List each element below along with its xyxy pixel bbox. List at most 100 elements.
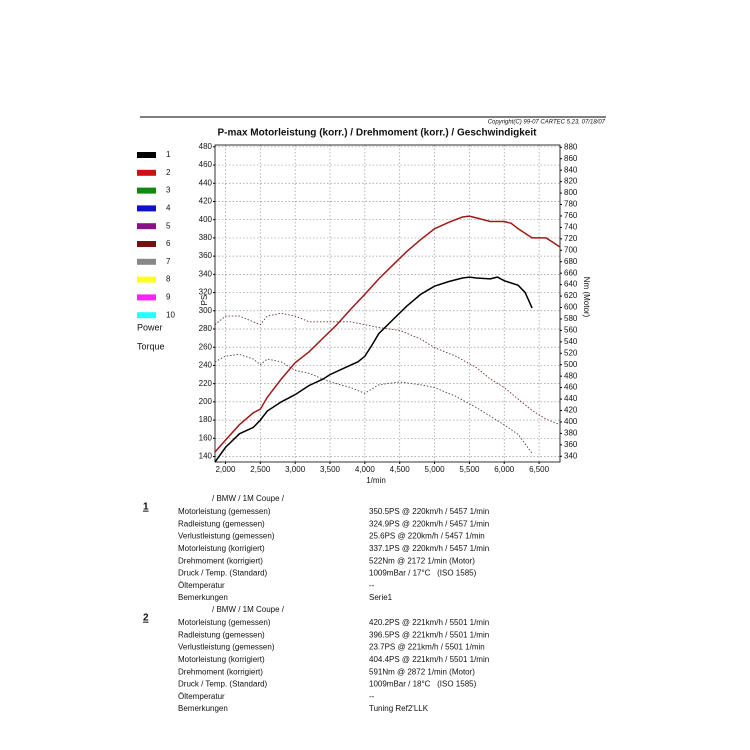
x-axis-label: 1/min: [366, 476, 386, 485]
legend-swatch: [137, 276, 156, 283]
series-line: [214, 312, 561, 426]
legend-label: 2: [166, 168, 171, 177]
y-tick-label: 440: [199, 178, 213, 187]
y2-tick-label: 620: [564, 291, 578, 300]
result-value: --: [369, 692, 375, 701]
y2-tick-label: 580: [564, 314, 578, 323]
x-tick-label: 6,000: [494, 465, 515, 474]
legend-label: 1: [166, 150, 171, 159]
y2-tick-label: 780: [564, 200, 578, 209]
legend-label: 8: [166, 275, 171, 284]
result-heading: / BMW / 1M Coupe /: [212, 494, 285, 503]
result-value: 522Nm @ 2172 1/min (Motor): [369, 556, 475, 565]
x-tick-label: 4,000: [355, 465, 376, 474]
legend-swatch: [137, 152, 156, 158]
result-value: 337.1PS @ 220km/h / 5457 1/min: [369, 544, 489, 553]
y-tick-label: 140: [199, 452, 213, 461]
result-label: Bemerkungen: [178, 593, 228, 602]
legend-style-label: Power: [137, 322, 163, 332]
result-value: --: [369, 581, 375, 590]
y2-tick-label: 600: [564, 303, 578, 312]
y2-tick-label: 800: [564, 188, 578, 197]
y2-tick-label: 860: [564, 154, 578, 163]
y2-tick-label: 360: [564, 440, 578, 449]
legend-swatch: [137, 205, 156, 212]
legend-label: 7: [166, 257, 171, 266]
y2-tick-label: 640: [564, 280, 578, 289]
result-label: Motorleistung (korrigiert): [178, 544, 265, 553]
series-line: [214, 215, 561, 453]
x-tick-label: 2,000: [215, 465, 236, 474]
y2-tick-label: 820: [564, 177, 578, 186]
result-value: 25.6PS @ 220km/h / 5457 1/min: [369, 532, 485, 541]
result-value: 1009mBar / 18°C (ISO 1585): [369, 680, 477, 689]
legend-label: 4: [166, 204, 171, 213]
y2-tick-label: 500: [564, 360, 578, 369]
y-tick-label: 320: [199, 288, 213, 297]
result-value: 591Nm @ 2872 1/min (Motor): [369, 667, 475, 676]
y-tick-label: 220: [199, 379, 213, 388]
legend-style-label: Torque: [137, 341, 165, 351]
legend-swatch: [137, 187, 156, 194]
y2-tick-label: 560: [564, 326, 578, 335]
result-label: Druck / Temp. (Standard): [178, 569, 268, 578]
y-tick-label: 300: [199, 306, 213, 315]
y2-tick-label: 700: [564, 245, 578, 254]
y2-tick-label: 720: [564, 234, 578, 243]
y-tick-label: 380: [199, 233, 213, 242]
result-value: 324.9PS @ 220km/h / 5457 1/min: [369, 519, 489, 528]
x-tick-label: 6,500: [529, 465, 550, 474]
copyright: Copyright(C) 99-07 CARTEC 5.23, 07/18/07: [488, 120, 606, 126]
result-label: Motorleistung (korrigiert): [178, 655, 265, 664]
series-line: [214, 276, 533, 463]
legend-label: 5: [166, 221, 171, 230]
y2-tick-label: 680: [564, 257, 578, 266]
y-tick-label: 200: [199, 397, 213, 406]
result-label: Druck / Temp. (Standard): [178, 680, 268, 689]
y-tick-label: 340: [199, 269, 213, 278]
result-value: 1009mBar / 17°C (ISO 1585): [369, 569, 477, 578]
x-tick-label: 5,000: [425, 465, 446, 474]
y-tick-label: 460: [199, 160, 213, 169]
result-label: Drehmoment (korrigiert): [178, 556, 263, 565]
result-label: Radleistung (gemessen): [178, 630, 265, 639]
y-tick-label: 160: [199, 433, 213, 442]
chart-title: P-max Motorleistung (korr.) / Drehmoment…: [218, 128, 538, 139]
legend-swatch: [137, 241, 156, 247]
x-tick-label: 2,500: [250, 465, 271, 474]
y-axis-label: PS: [200, 295, 209, 306]
result-value: 420.2PS @ 221km/h / 5501 1/min: [369, 618, 489, 627]
legend-swatch: [137, 312, 156, 319]
y2-tick-label: 540: [564, 337, 578, 346]
legend-label: 3: [166, 186, 171, 195]
x-tick-label: 3,000: [285, 465, 306, 474]
result-label: Motorleistung (gemessen): [178, 507, 271, 516]
y-tick-label: 480: [199, 142, 213, 151]
y2-tick-label: 440: [564, 394, 578, 403]
result-value: Serie1: [369, 593, 393, 602]
y2-tick-label: 400: [564, 417, 578, 426]
y2-tick-label: 460: [564, 383, 578, 392]
result-value: 23.7PS @ 221km/h / 5501 1/min: [369, 643, 485, 652]
result-value: 404.4PS @ 221km/h / 5501 1/min: [369, 655, 489, 664]
legend-label: 10: [166, 310, 175, 319]
legend-swatch: [137, 294, 156, 301]
plot-frame: [214, 144, 561, 463]
x-tick-label: 3,500: [320, 465, 341, 474]
series-line: [214, 353, 533, 454]
result-label: Radleistung (gemessen): [178, 519, 265, 528]
y-tick-label: 240: [199, 361, 213, 370]
y2-tick-label: 880: [564, 142, 578, 151]
legend-label: 6: [166, 239, 171, 248]
y2-tick-label: 340: [564, 451, 578, 460]
y-tick-label: 360: [199, 251, 213, 260]
y2-tick-label: 520: [564, 348, 578, 357]
y-tick-label: 400: [199, 215, 213, 224]
result-value: 396.5PS @ 221km/h / 5501 1/min: [369, 630, 489, 639]
result-value: 350.5PS @ 220km/h / 5457 1/min: [369, 507, 489, 516]
result-number: 1: [143, 502, 149, 513]
y2-tick-label: 420: [564, 406, 578, 415]
y2-tick-label: 740: [564, 223, 578, 232]
legend-swatch: [137, 258, 156, 265]
